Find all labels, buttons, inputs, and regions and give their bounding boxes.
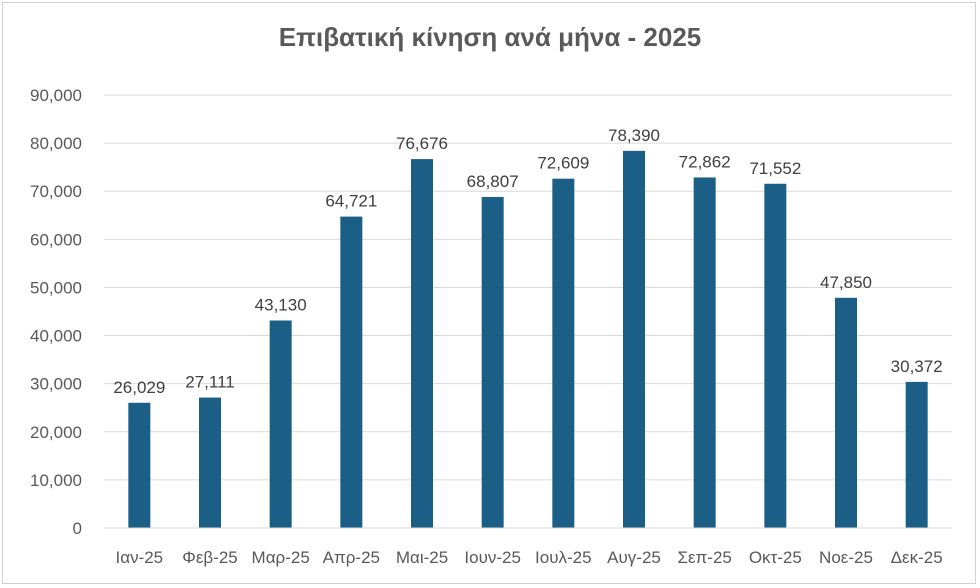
y-tick-label: 20,000 — [30, 423, 82, 442]
bar-data-label: 78,390 — [608, 126, 660, 145]
bar — [340, 216, 363, 529]
bar-data-label: 72,609 — [537, 154, 589, 173]
x-tick-label: Οκτ-25 — [749, 548, 802, 567]
x-tick-label: Μαι-25 — [396, 548, 448, 567]
y-tick-label: 10,000 — [30, 471, 82, 490]
x-tick-label: Μαρ-25 — [252, 548, 310, 567]
x-tick-label: Νοε-25 — [819, 548, 873, 567]
bar-data-label: 27,111 — [185, 373, 234, 392]
bar — [411, 159, 433, 528]
x-tick-label: Σεπ-25 — [677, 548, 731, 567]
bar-data-label: 26,029 — [113, 378, 165, 397]
chart-title: Επιβατική κίνηση ανά μήνα - 2025 — [278, 22, 702, 52]
y-tick-label: 80,000 — [30, 134, 82, 153]
bar — [905, 381, 928, 528]
bar-data-label: 68,807 — [467, 172, 519, 191]
y-tick-label: 0 — [73, 519, 82, 538]
bar — [623, 150, 645, 528]
bar — [835, 297, 857, 528]
axes: 0 10,000 20,000 30,000 40,000 50,000 60,000 70,… — [30, 86, 952, 567]
x-tick-label: Αυγ-25 — [607, 548, 661, 567]
y-tick-label: 70,000 — [30, 182, 82, 201]
bar-data-label: 30,372 — [891, 357, 943, 376]
x-tick-label: Ιουλ-25 — [535, 548, 592, 567]
x-tick-label: Ιαν-25 — [116, 548, 164, 567]
x-tick-label: Φεβ-25 — [182, 548, 238, 567]
x-tick-label: Ιουν-25 — [464, 548, 521, 567]
x-tick-label: Απρ-25 — [323, 548, 380, 567]
bar-data-label: 76,676 — [396, 134, 448, 153]
bar-data-label: 71,552 — [749, 159, 801, 178]
bar — [128, 402, 151, 528]
y-tick-label: 50,000 — [30, 278, 82, 297]
y-tick-label: 30,000 — [30, 375, 82, 394]
bar — [764, 183, 787, 528]
bar — [481, 196, 504, 528]
y-tick-label: 90,000 — [30, 86, 82, 105]
bar-data-label: 64,721 — [325, 192, 377, 211]
bar — [199, 397, 221, 528]
bar-data-label: 72,862 — [679, 152, 731, 171]
y-tick-label: 40,000 — [30, 327, 82, 346]
bars — [128, 150, 928, 529]
bar — [552, 178, 575, 528]
bar-data-label: 47,850 — [820, 273, 872, 292]
data-labels: 26,029 27,111 43,130 64,721 76,676 68,807 72,6… — [113, 126, 942, 397]
y-tick-label: 60,000 — [30, 230, 82, 249]
gridlines — [104, 94, 952, 481]
bar — [269, 320, 292, 528]
bar-data-label: 43,130 — [255, 295, 307, 314]
x-tick-label: Δεκ-25 — [891, 548, 943, 567]
bar — [693, 177, 716, 528]
